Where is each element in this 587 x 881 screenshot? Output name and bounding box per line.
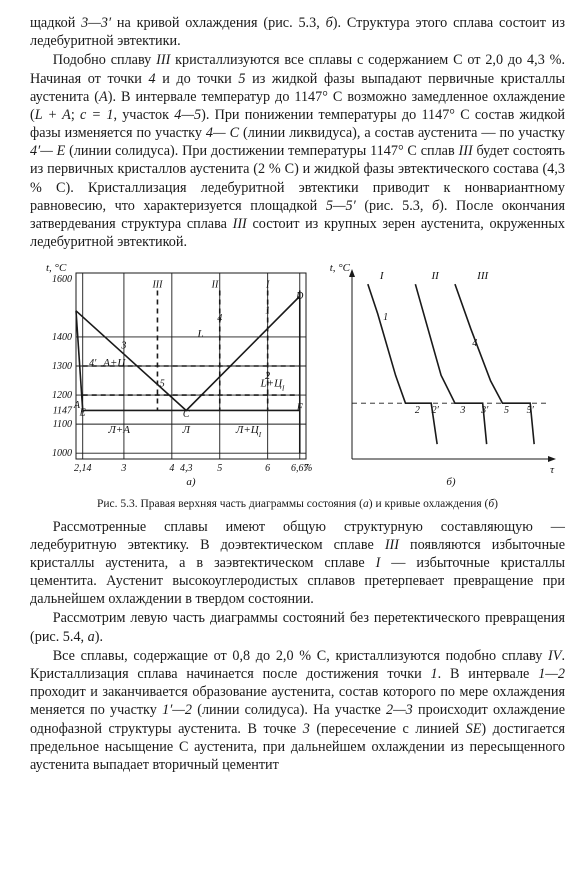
p1d: б <box>326 15 333 31</box>
p2b: III <box>156 52 170 68</box>
p2n: 4—5 <box>174 107 201 123</box>
svg-text:F: F <box>295 403 303 414</box>
svg-text:Л+A: Л+A <box>107 424 130 436</box>
p2v: 5—5′ <box>326 198 356 214</box>
p5a: Все сплавы, содержащие от 0,8 до 2,0 % С… <box>53 648 548 664</box>
svg-text:A+Ц: A+Ц <box>102 357 126 369</box>
p5e: . В интервале <box>438 666 539 682</box>
p2e: и до точки <box>156 71 239 87</box>
p1b: 3—3′ <box>81 15 111 31</box>
svg-text:4: 4 <box>472 338 477 349</box>
svg-text:2′: 2′ <box>431 405 439 416</box>
svg-text:5′: 5′ <box>526 405 534 416</box>
p5j: 2—3 <box>386 702 413 718</box>
para-5: Все сплавы, содержащие от 0,8 до 2,0 % С… <box>30 647 565 774</box>
p2d: 4 <box>148 71 155 87</box>
svg-text:1: 1 <box>383 312 388 323</box>
p5l: 3 <box>303 721 310 737</box>
svg-text:5: 5 <box>503 405 508 416</box>
p2l: c = 1 <box>80 107 113 123</box>
svg-text:3: 3 <box>120 341 126 352</box>
svg-text:5: 5 <box>217 463 222 474</box>
svg-text:III: III <box>151 280 163 291</box>
cap-c: ) и кривые охлаждения ( <box>369 498 489 510</box>
svg-text:1400: 1400 <box>52 332 72 343</box>
svg-text:4: 4 <box>169 463 174 474</box>
svg-text:1: 1 <box>265 306 270 317</box>
cap-e: ) <box>494 498 498 510</box>
svg-text:1147: 1147 <box>52 406 72 417</box>
p2w: (рис. 5.3, <box>356 198 432 214</box>
cooling-curves-b: t, °CτIIIIII122′33′455′б) <box>322 259 562 491</box>
svg-text:E: E <box>78 408 85 419</box>
svg-text:4′: 4′ <box>89 358 97 369</box>
svg-text:τ: τ <box>550 464 555 476</box>
svg-text:II: II <box>430 270 440 282</box>
p4b: а <box>88 629 95 645</box>
p4: Рассмотрим левую часть диаграммы состоян… <box>30 610 565 644</box>
p2p: 4— C <box>206 125 239 141</box>
svg-text:6: 6 <box>265 463 270 474</box>
svg-text:2,14: 2,14 <box>73 463 91 474</box>
svg-text:t, °C: t, °C <box>46 262 67 274</box>
svg-text:II: II <box>210 280 218 291</box>
p5h: 1′—2 <box>162 702 192 718</box>
p2t: III <box>459 143 473 159</box>
p5f: 1—2 <box>538 666 565 682</box>
svg-text:2: 2 <box>265 371 270 382</box>
p2h: A <box>99 89 108 105</box>
svg-text:5: 5 <box>159 379 164 390</box>
p2s: (линии солидуса). При достижении темпера… <box>65 143 458 159</box>
p1c: на кривой охлаждения (рис. 5.3, <box>111 15 326 31</box>
svg-text:3: 3 <box>459 405 465 416</box>
p5n: SE <box>466 721 482 737</box>
svg-text:1000: 1000 <box>52 448 72 459</box>
p2j: L + A <box>35 107 71 123</box>
svg-text:4,3: 4,3 <box>179 463 192 474</box>
svg-text:1100: 1100 <box>52 419 71 430</box>
para-1: щадкой 3—3′ на кривой охлаждения (рис. 5… <box>30 14 565 50</box>
para-2: Подобно сплаву III кристаллизуются все с… <box>30 51 565 251</box>
para-4: Рассмотрим левую часть диаграммы состоян… <box>30 609 565 645</box>
svg-text:1600: 1600 <box>52 274 72 285</box>
svg-text:D: D <box>295 291 304 302</box>
svg-text:III: III <box>476 270 489 282</box>
p2q: (линии ликвидуса), а состав аустенита — … <box>239 125 565 141</box>
p5d: 1 <box>431 666 438 682</box>
svg-text:I: I <box>378 270 384 282</box>
svg-text:Л: Л <box>181 424 190 436</box>
p3b: III <box>385 537 399 553</box>
p2a: Подобно сплаву <box>53 52 156 68</box>
svg-text:1200: 1200 <box>52 390 72 401</box>
figure-5-3: t, °C10001100114712001300140016002,14344… <box>30 259 565 511</box>
svg-text:б): б) <box>446 476 456 488</box>
figure-caption: Рис. 5.3. Правая верхняя часть диаграммы… <box>79 497 516 511</box>
svg-text:L+ЦI: L+ЦI <box>259 378 284 393</box>
phase-diagram-a: t, °C10001100114712001300140016002,14344… <box>34 259 314 491</box>
svg-text:3: 3 <box>120 463 126 474</box>
svg-text:a): a) <box>186 476 196 488</box>
p5m: (пересечение с линией <box>310 721 466 737</box>
svg-text:L: L <box>196 328 203 340</box>
svg-text:t, °C: t, °C <box>329 262 350 274</box>
svg-text:C: C <box>182 409 189 420</box>
p2z: III <box>233 216 247 232</box>
svg-text:% C: % C <box>304 463 314 474</box>
para-3: Рассмотренные сплавы имеют общую структу… <box>30 518 565 609</box>
svg-text:1300: 1300 <box>52 361 72 372</box>
svg-text:2: 2 <box>414 405 419 416</box>
p2m: , участок <box>113 107 174 123</box>
p2k: ; <box>71 107 80 123</box>
svg-text:I: I <box>264 280 269 291</box>
p4c: ). <box>95 629 103 645</box>
svg-text:Л+ЦI: Л+ЦI <box>234 424 261 439</box>
svg-text:4: 4 <box>217 313 222 324</box>
p5i: (линии солидуса). На участке <box>192 702 386 718</box>
p2r: 4′— E <box>30 143 65 159</box>
p5b: IV <box>548 648 561 664</box>
svg-text:3′: 3′ <box>480 405 489 416</box>
p1a: щадкой <box>30 15 81 31</box>
cap-a: Рис. 5.3. Правая верхняя часть диаграммы… <box>97 498 363 510</box>
